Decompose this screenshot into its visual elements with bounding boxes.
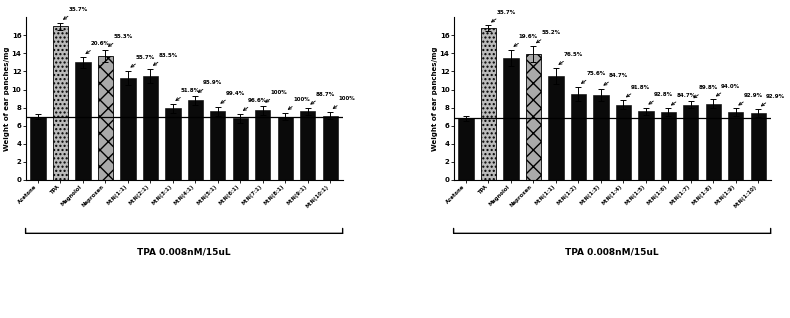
Bar — [526, 54, 541, 180]
Bar — [458, 118, 474, 180]
Bar — [75, 62, 91, 180]
Text: 83.5%: 83.5% — [153, 53, 178, 65]
Bar — [548, 76, 563, 180]
Text: 91.8%: 91.8% — [626, 85, 650, 97]
Bar — [277, 117, 293, 180]
Bar — [481, 28, 496, 180]
Text: TPA 0.008nM/15uL: TPA 0.008nM/15uL — [566, 248, 659, 257]
Bar — [233, 118, 248, 180]
Bar — [705, 104, 721, 180]
Text: 35.7%: 35.7% — [63, 7, 88, 19]
Text: 55.7%: 55.7% — [131, 55, 155, 67]
Bar — [322, 116, 338, 180]
Text: 75.6%: 75.6% — [581, 71, 605, 83]
Text: 92.8%: 92.8% — [649, 92, 673, 104]
Bar — [143, 76, 158, 180]
Y-axis label: Weight of ear panches/mg: Weight of ear panches/mg — [432, 46, 438, 151]
Text: 100%: 100% — [265, 90, 288, 102]
Text: 96.6%: 96.6% — [243, 98, 268, 110]
Bar — [300, 111, 315, 180]
Bar — [660, 112, 676, 180]
Text: 84.7%: 84.7% — [672, 93, 695, 105]
Text: 19.6%: 19.6% — [514, 34, 538, 46]
Text: 55.3%: 55.3% — [108, 34, 133, 46]
Text: 35.7%: 35.7% — [491, 10, 516, 22]
Text: 94.0%: 94.0% — [717, 84, 740, 96]
Y-axis label: Weight of ear panches/mg: Weight of ear panches/mg — [4, 46, 10, 151]
Text: 95.9%: 95.9% — [198, 80, 223, 92]
Bar — [615, 105, 631, 180]
Bar — [210, 111, 225, 180]
Text: 55.2%: 55.2% — [536, 31, 560, 43]
Bar — [120, 78, 136, 180]
Bar — [570, 94, 586, 180]
Bar — [98, 56, 113, 180]
Bar — [165, 108, 181, 180]
Text: 100%: 100% — [288, 97, 310, 109]
Bar — [30, 117, 46, 180]
Bar — [638, 111, 653, 180]
Text: 89.8%: 89.8% — [694, 86, 718, 98]
Text: 84.7%: 84.7% — [604, 73, 628, 85]
Text: 100%: 100% — [333, 96, 355, 108]
Text: 99.4%: 99.4% — [221, 91, 245, 103]
Text: 20.6%: 20.6% — [86, 41, 110, 53]
Bar — [683, 105, 698, 180]
Bar — [188, 100, 203, 180]
Bar — [593, 95, 608, 180]
Text: 76.5%: 76.5% — [559, 52, 583, 65]
Text: 92.9%: 92.9% — [739, 93, 763, 105]
Bar — [750, 113, 766, 180]
Bar — [728, 112, 743, 180]
Text: 51.8%: 51.8% — [176, 88, 200, 100]
Bar — [255, 110, 270, 180]
Text: 88.7%: 88.7% — [310, 92, 335, 104]
Bar — [53, 26, 68, 180]
Text: 92.9%: 92.9% — [762, 93, 785, 106]
Bar — [503, 58, 518, 180]
Text: TPA 0.008nM/15uL: TPA 0.008nM/15uL — [137, 248, 231, 257]
